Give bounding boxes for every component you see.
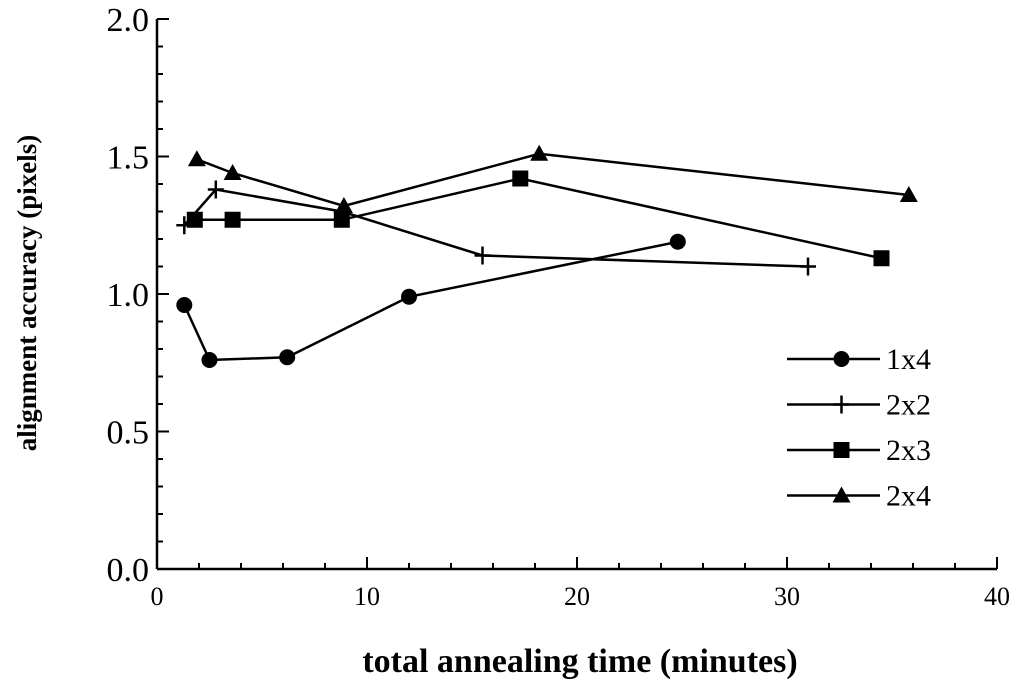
data-point [800, 257, 816, 276]
x-tick-label: 10 [354, 582, 380, 611]
data-point [279, 349, 296, 366]
legend-label: 2x3 [886, 434, 931, 467]
data-point [530, 144, 549, 161]
legend-label: 2x2 [886, 389, 931, 422]
x-tick-label: 30 [774, 582, 800, 611]
y-tick-label: 2.0 [107, 2, 150, 39]
series-line [183, 188, 809, 268]
y-tick-label: 1.5 [107, 140, 150, 177]
legend-label: 2x4 [886, 480, 931, 513]
data-point [669, 233, 686, 250]
series-1x4 [176, 233, 686, 368]
y-tick-label: 0.0 [107, 552, 150, 589]
data-point [201, 352, 218, 368]
series-line [196, 152, 909, 208]
series-2x4 [187, 144, 918, 213]
legend-label: 1x4 [886, 343, 931, 376]
data-point [223, 164, 242, 180]
y-axis-label: alignment accuracy (pixels) [12, 135, 42, 451]
data-point [334, 197, 353, 213]
legend-marker [833, 351, 850, 367]
data-point [207, 180, 224, 199]
x-axis-label: total annealing time (minutes) [362, 643, 797, 680]
data-point [873, 250, 890, 267]
data-point [401, 288, 417, 305]
legend-marker [833, 395, 850, 414]
y-tick-label: 0.5 [107, 415, 150, 452]
data-point [333, 211, 350, 228]
data-point [186, 211, 203, 228]
series-layer [176, 144, 918, 368]
y-tick-label: 1.0 [107, 277, 150, 314]
series-line [194, 177, 882, 260]
legend-marker [832, 486, 851, 503]
legend-entry: 2x4 [787, 480, 931, 513]
data-point [176, 297, 193, 313]
series-2x3 [186, 170, 890, 267]
x-tick-label: 0 [151, 582, 164, 611]
legend-entry: 1x4 [787, 343, 931, 376]
legend-entry: 2x2 [787, 389, 931, 422]
axes: 0.0 0.5 1.0 1.5 2.0 0 10 20 30 40 [107, 2, 1011, 611]
series-2x2 [176, 180, 816, 276]
x-tick-label: 20 [564, 582, 590, 611]
data-point [187, 150, 206, 167]
x-tick-label: 40 [984, 582, 1010, 611]
data-point [899, 186, 918, 202]
data-point [474, 246, 491, 265]
data-point [512, 170, 529, 187]
legend-marker [833, 442, 850, 458]
data-point [224, 211, 241, 228]
legend: 1x4 2x2 2x3 2x4 [787, 343, 931, 513]
legend-entry: 2x3 [787, 434, 931, 467]
